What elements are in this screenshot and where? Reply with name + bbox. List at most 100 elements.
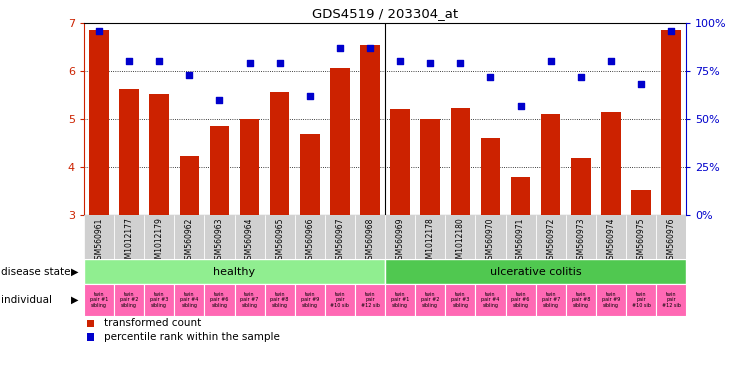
- FancyBboxPatch shape: [144, 215, 174, 259]
- Bar: [445, 284, 475, 316]
- Text: twin
pair #2
sibling: twin pair #2 sibling: [421, 291, 439, 308]
- Bar: [626, 284, 656, 316]
- Text: GSM560972: GSM560972: [546, 217, 556, 264]
- Bar: [601, 112, 620, 215]
- Text: transformed count: transformed count: [104, 318, 201, 328]
- Bar: [355, 284, 385, 316]
- Bar: [84, 284, 114, 316]
- Bar: [385, 259, 686, 284]
- Text: twin
pair #6
sibling: twin pair #6 sibling: [512, 291, 530, 308]
- Point: [424, 60, 436, 66]
- Point: [575, 74, 587, 80]
- Bar: [536, 284, 566, 316]
- Text: twin
pair
#12 sib: twin pair #12 sib: [661, 291, 680, 308]
- FancyBboxPatch shape: [325, 215, 355, 259]
- Text: GSM560976: GSM560976: [666, 217, 676, 264]
- Text: GSM1012179: GSM1012179: [155, 217, 164, 268]
- Text: twin
pair
#12 sib: twin pair #12 sib: [361, 291, 380, 308]
- Bar: [210, 126, 229, 215]
- Text: individual: individual: [1, 295, 53, 305]
- Bar: [234, 284, 264, 316]
- Text: disease state: disease state: [1, 266, 71, 277]
- Bar: [180, 157, 199, 215]
- Bar: [174, 284, 204, 316]
- Point: [455, 60, 466, 66]
- Text: GSM560968: GSM560968: [366, 217, 374, 264]
- Bar: [84, 259, 385, 284]
- Point: [93, 28, 105, 34]
- FancyBboxPatch shape: [566, 215, 596, 259]
- FancyBboxPatch shape: [385, 215, 415, 259]
- Text: healthy: healthy: [213, 266, 256, 277]
- FancyBboxPatch shape: [355, 215, 385, 259]
- Text: GSM560962: GSM560962: [185, 217, 194, 264]
- FancyBboxPatch shape: [656, 215, 686, 259]
- Point: [635, 81, 647, 88]
- Point: [334, 45, 346, 51]
- Bar: [89, 30, 109, 215]
- Text: GSM560975: GSM560975: [637, 217, 645, 264]
- Point: [665, 28, 677, 34]
- Text: twin
pair #7
sibling: twin pair #7 sibling: [240, 291, 258, 308]
- Point: [153, 58, 165, 65]
- Bar: [420, 119, 440, 215]
- Bar: [385, 284, 415, 316]
- Text: GSM560970: GSM560970: [486, 217, 495, 264]
- Point: [545, 58, 556, 65]
- FancyBboxPatch shape: [234, 215, 264, 259]
- Bar: [270, 92, 290, 215]
- Bar: [330, 68, 350, 215]
- Text: twin
pair #6
sibling: twin pair #6 sibling: [210, 291, 228, 308]
- Point: [364, 45, 376, 51]
- Text: GSM560969: GSM560969: [396, 217, 404, 264]
- Bar: [511, 177, 531, 215]
- Text: GSM1012177: GSM1012177: [125, 217, 134, 268]
- FancyBboxPatch shape: [415, 215, 445, 259]
- Bar: [505, 284, 536, 316]
- Point: [605, 58, 617, 65]
- Text: GSM560964: GSM560964: [245, 217, 254, 264]
- Text: twin
pair #9
sibling: twin pair #9 sibling: [301, 291, 319, 308]
- Text: GSM560971: GSM560971: [516, 217, 525, 264]
- Bar: [264, 284, 295, 316]
- Text: twin
pair #7
sibling: twin pair #7 sibling: [542, 291, 560, 308]
- Point: [304, 93, 315, 99]
- Bar: [571, 159, 591, 215]
- Point: [214, 97, 226, 103]
- Point: [485, 74, 496, 80]
- Bar: [656, 284, 686, 316]
- Bar: [150, 94, 169, 215]
- Title: GDS4519 / 203304_at: GDS4519 / 203304_at: [312, 7, 458, 20]
- Text: GSM560967: GSM560967: [335, 217, 345, 264]
- Bar: [480, 138, 500, 215]
- Text: twin
pair #3
sibling: twin pair #3 sibling: [150, 291, 169, 308]
- Text: twin
pair #4
sibling: twin pair #4 sibling: [481, 291, 499, 308]
- Text: ulcerative colitis: ulcerative colitis: [490, 266, 582, 277]
- Bar: [566, 284, 596, 316]
- Text: GSM1012180: GSM1012180: [456, 217, 465, 268]
- Bar: [541, 114, 561, 215]
- Text: GSM560965: GSM560965: [275, 217, 284, 264]
- Bar: [596, 284, 626, 316]
- Text: twin
pair #4
sibling: twin pair #4 sibling: [180, 291, 199, 308]
- Text: twin
pair #9
sibling: twin pair #9 sibling: [602, 291, 620, 308]
- Bar: [450, 109, 470, 215]
- Text: percentile rank within the sample: percentile rank within the sample: [104, 332, 280, 342]
- Bar: [661, 30, 681, 215]
- Bar: [475, 284, 505, 316]
- Point: [274, 60, 285, 66]
- Text: twin
pair #2
sibling: twin pair #2 sibling: [120, 291, 138, 308]
- Bar: [325, 284, 355, 316]
- FancyBboxPatch shape: [114, 215, 144, 259]
- Point: [183, 72, 195, 78]
- Point: [515, 103, 526, 109]
- Text: GSM560974: GSM560974: [607, 217, 615, 264]
- FancyBboxPatch shape: [264, 215, 295, 259]
- Text: GSM560973: GSM560973: [576, 217, 585, 264]
- Text: GSM560966: GSM560966: [305, 217, 315, 264]
- FancyBboxPatch shape: [295, 215, 325, 259]
- Bar: [631, 190, 651, 215]
- Point: [123, 58, 135, 65]
- Text: GSM560963: GSM560963: [215, 217, 224, 264]
- Text: GSM560961: GSM560961: [94, 217, 104, 264]
